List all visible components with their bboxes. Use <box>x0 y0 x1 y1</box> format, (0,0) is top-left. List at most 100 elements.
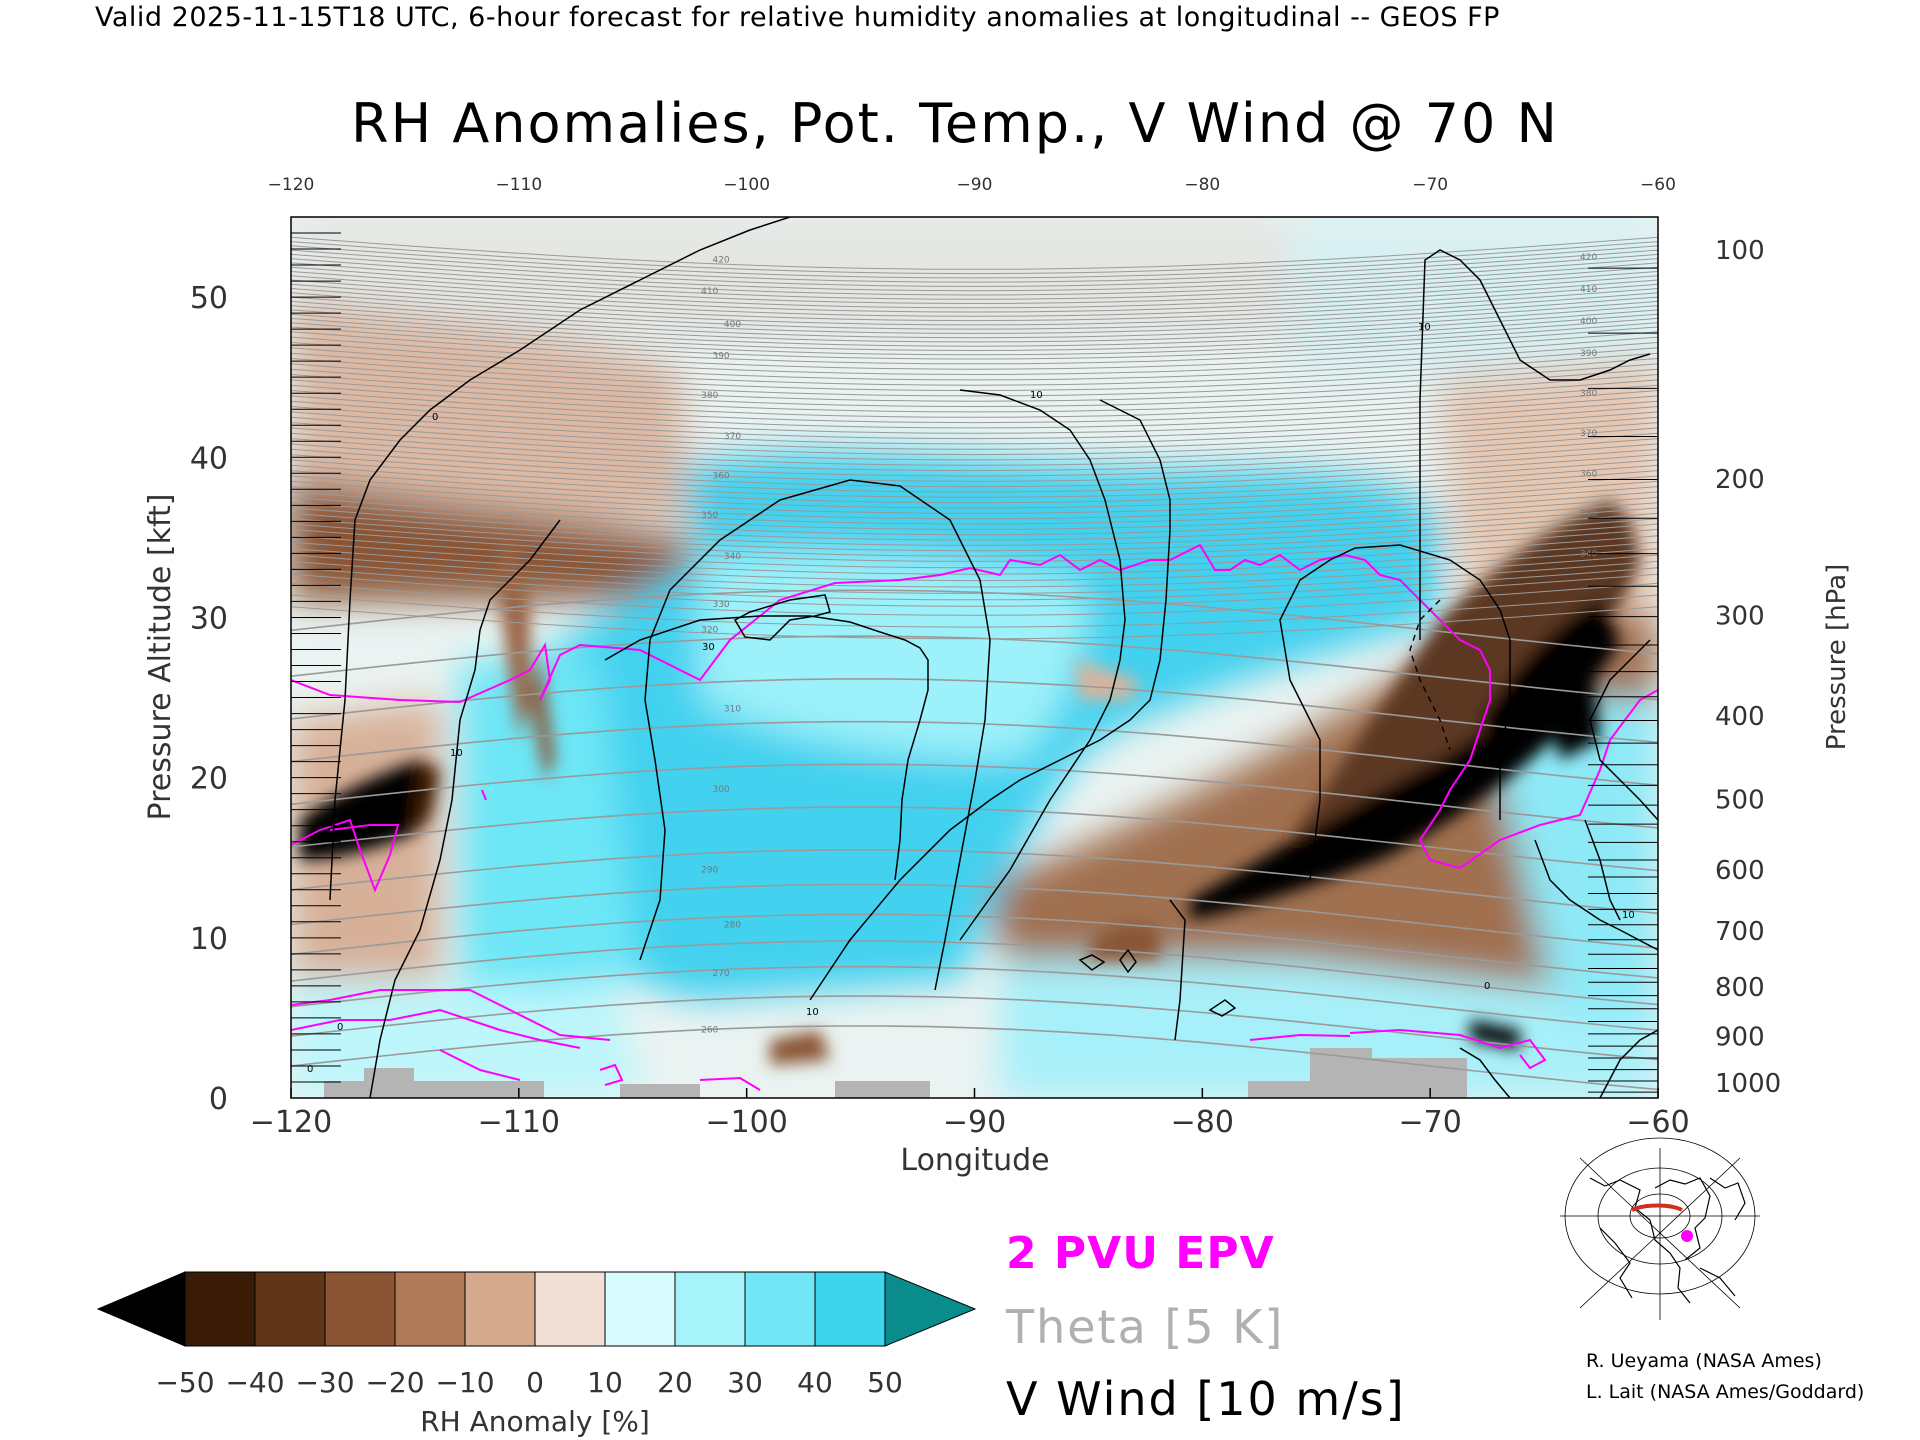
theta-contour <box>291 296 1658 330</box>
theta-contour <box>291 317 1658 352</box>
rh-anomaly-field <box>291 217 1658 1098</box>
colorbar-tick-label: −40 <box>225 1366 284 1399</box>
theta-contour <box>291 448 1658 482</box>
theta-contour-label: 360 <box>1580 469 1597 479</box>
theta-contour <box>291 363 1658 397</box>
theta-contour <box>291 438 1658 472</box>
theta-contour <box>291 528 1658 562</box>
theta-contour <box>291 275 1658 309</box>
theta-contour <box>291 374 1658 408</box>
theta-contour <box>291 336 1658 370</box>
theta-contour <box>291 512 1658 546</box>
theta-contour-label: 310 <box>724 704 741 714</box>
north-polar-map-icon <box>1560 1137 1760 1320</box>
pressure-tick-label: 400 <box>1715 702 1765 732</box>
colorbar-bin <box>604 1271 676 1347</box>
theta-contour <box>291 502 1658 536</box>
theta-contour <box>291 379 1658 413</box>
pressure-tick-label: 800 <box>1715 973 1765 1003</box>
colorbar-bin <box>394 1271 466 1347</box>
theta-contour <box>291 720 1658 786</box>
theta-contour-label: 400 <box>1580 317 1597 327</box>
theta-contour <box>291 400 1658 434</box>
theta-contour-label: 280 <box>724 921 741 931</box>
theta-contour <box>291 678 1658 744</box>
theta-contour-label: 370 <box>724 432 741 442</box>
pressure-tick-label: 500 <box>1715 785 1765 815</box>
colorbar-tick-label: 10 <box>587 1366 623 1399</box>
theta-contour <box>291 480 1658 514</box>
vwind-label-10c: 10 <box>1030 390 1043 401</box>
theta-contour <box>291 322 1658 356</box>
theta-contour <box>291 589 1658 655</box>
colorbar-tick-label: −30 <box>295 1366 354 1399</box>
theta-contour <box>291 763 1658 829</box>
theta-contour-label: 380 <box>701 391 718 401</box>
colorbar-bin <box>534 1271 606 1347</box>
colorbar: −50 −40 −30 −20 −10 0 10 20 30 40 50 <box>96 1271 977 1399</box>
theta-contour <box>291 523 1658 557</box>
y-tick-label: 40 <box>190 441 228 476</box>
vwind-label-30: 30 <box>702 642 715 653</box>
pressure-tick-label: 700 <box>1715 917 1765 947</box>
theta-contour <box>291 1025 1658 1091</box>
theta-contour-label: 350 <box>701 511 718 521</box>
theta-contour-label: 420 <box>1580 253 1597 263</box>
vwind-label-10d: 10 <box>1418 322 1431 333</box>
theta-contour <box>291 883 1658 949</box>
theta-contour <box>291 464 1658 498</box>
chart-title: RH Anomalies, Pot. Temp., V Wind @ 70 N <box>351 92 1559 155</box>
theta-contour-label: 290 <box>701 866 718 876</box>
theta-contour <box>291 567 1658 601</box>
x-tick-label: −60 <box>1626 1105 1689 1140</box>
vwind-label-0: 0 <box>432 412 438 423</box>
pressure-axis: 100 200 300 400 500 600 700 800 900 1000 <box>1588 236 1781 1099</box>
credit-line-2: L. Lait (NASA Ames/Goddard) <box>1586 1381 1865 1403</box>
theta-contour <box>291 965 1658 1031</box>
theta-contour <box>291 305 1658 339</box>
colorbar-tick-label: −50 <box>155 1366 214 1399</box>
theta-contour <box>291 283 1658 317</box>
theta-contour <box>291 913 1658 979</box>
vwind-label-0d: 0 <box>1484 981 1490 992</box>
theta-contour-label: 410 <box>701 287 718 297</box>
theta-contour <box>291 266 1658 300</box>
pressure-tick-label: 100 <box>1715 236 1765 266</box>
y-tick-label: 30 <box>190 601 228 636</box>
v-wind-contours <box>329 217 1658 1098</box>
theta-contour-label: 330 <box>712 600 729 610</box>
theta-contour-label: 400 <box>724 320 741 330</box>
theta-contour <box>291 368 1658 402</box>
theta-contour-label: 340 <box>724 552 741 562</box>
theta-contour-label: 300 <box>712 785 729 795</box>
top-tick-label: −80 <box>1184 175 1220 195</box>
v-wind-negative-contour <box>1409 599 1451 751</box>
theta-contour-label: 390 <box>1580 349 1597 359</box>
colorbar-min-arrow <box>96 1271 186 1347</box>
theta-contour <box>291 313 1658 347</box>
theta-contour <box>291 486 1658 520</box>
colorbar-tick-label: 40 <box>797 1366 833 1399</box>
theta-contour <box>291 411 1658 445</box>
x-tick-label: −120 <box>250 1105 332 1140</box>
y-tick-label: 50 <box>190 281 228 316</box>
theta-contour <box>291 326 1658 360</box>
theta-contour <box>291 427 1658 461</box>
terrain-mask <box>324 1048 1467 1098</box>
top-tick-label: −70 <box>1412 175 1448 195</box>
theta-contour <box>291 849 1658 915</box>
theta-contour <box>291 288 1658 322</box>
colorbar-tick-label: −20 <box>365 1366 424 1399</box>
theta-contour <box>291 582 1658 616</box>
colorbar-bin <box>324 1271 396 1347</box>
theta-contour <box>291 342 1658 376</box>
theta-contour <box>291 331 1658 365</box>
colorbar-bin <box>184 1271 256 1347</box>
vwind-label-0b: 0 <box>337 1022 343 1033</box>
theta-contour <box>291 459 1658 493</box>
theta-contour-label: 320 <box>701 625 718 635</box>
colorbar-tick-label: −10 <box>435 1366 494 1399</box>
theta-contour-label: 270 <box>712 969 729 979</box>
theta-contour <box>291 249 1658 283</box>
